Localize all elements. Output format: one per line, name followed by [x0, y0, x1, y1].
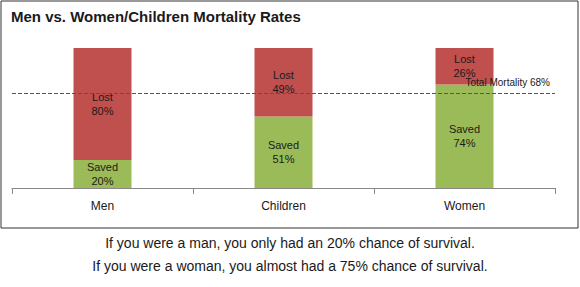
svg-text:Saved: Saved — [87, 161, 118, 173]
svg-text:Saved: Saved — [449, 123, 480, 135]
svg-text:20%: 20% — [91, 175, 113, 187]
svg-text:Women: Women — [444, 199, 485, 213]
svg-text:If you were a man, you only ha: If you were a man, you only had an 20% c… — [105, 235, 475, 251]
svg-text:Total Mortality 68%: Total Mortality 68% — [466, 77, 551, 88]
svg-text:51%: 51% — [272, 153, 294, 165]
svg-text:Men: Men — [91, 199, 114, 213]
svg-text:80%: 80% — [91, 105, 113, 117]
svg-text:Lost: Lost — [273, 69, 294, 81]
svg-text:Men vs. Women/Children Mortali: Men vs. Women/Children Mortality Rates — [11, 8, 301, 25]
svg-text:Children: Children — [261, 199, 306, 213]
svg-text:If you were a woman, you almos: If you were a woman, you almost had a 75… — [92, 258, 487, 274]
svg-text:Lost: Lost — [92, 91, 113, 103]
svg-text:Saved: Saved — [268, 139, 299, 151]
svg-text:49%: 49% — [272, 83, 295, 96]
svg-text:74%: 74% — [453, 137, 475, 149]
svg-text:26%: 26% — [453, 67, 476, 80]
svg-text:Lost: Lost — [454, 53, 475, 65]
